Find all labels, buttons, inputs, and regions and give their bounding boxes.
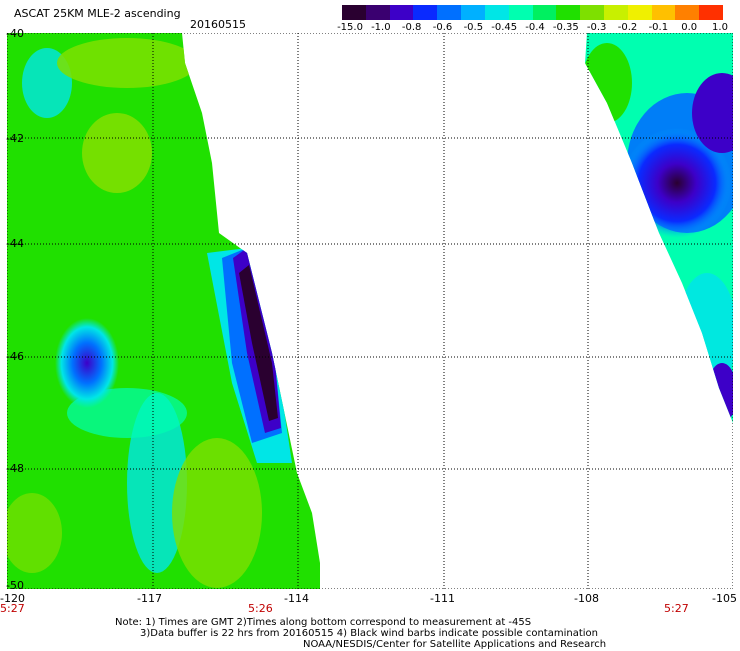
color-scale-tick-label: 0.0 — [681, 22, 697, 33]
lon-label: -105 — [712, 593, 737, 605]
color-scale-swatch — [675, 5, 699, 20]
color-scale-tick-label: -0.35 — [553, 22, 579, 33]
lon-label: -114 — [284, 593, 309, 605]
color-scale-swatch — [604, 5, 628, 20]
color-scale-tick-label: -0.8 — [402, 22, 422, 33]
color-scale-tick-label: -0.5 — [464, 22, 484, 33]
color-scale-swatch — [366, 5, 390, 20]
lat-label: -48 — [6, 463, 24, 475]
map-title: ASCAT 25KM MLE-2 ascending — [14, 8, 181, 20]
color-scale-tick-label: -0.3 — [587, 22, 607, 33]
time-label: 5:27 — [664, 603, 689, 615]
color-scale-swatch — [580, 5, 604, 20]
right-swath — [567, 33, 733, 433]
lat-label: -44 — [6, 238, 24, 250]
wind-data-map — [7, 33, 733, 589]
color-scale-tick-label: 1.0 — [712, 22, 728, 33]
color-scale-tick-label: -0.4 — [525, 22, 545, 33]
color-scale-swatch — [699, 5, 723, 20]
left-swath — [7, 33, 327, 589]
time-label: 5:27 — [0, 603, 25, 615]
color-scale-tick-label: -0.2 — [618, 22, 638, 33]
color-scale-swatch — [461, 5, 485, 20]
lon-label: -117 — [137, 593, 162, 605]
lat-label: -46 — [6, 351, 24, 363]
color-scale-bar — [342, 5, 723, 20]
color-scale-swatch — [533, 5, 557, 20]
note-line-3: NOAA/NESDIS/Center for Satellite Applica… — [303, 639, 606, 651]
color-scale-swatch — [556, 5, 580, 20]
color-scale-tick-label: -15.0 — [337, 22, 363, 33]
lat-label: -42 — [6, 133, 24, 145]
map-date: 20160515 — [190, 19, 246, 31]
color-scale-swatch — [437, 5, 461, 20]
lon-label: -108 — [574, 593, 599, 605]
lon-label: -111 — [430, 593, 455, 605]
lat-label: -50 — [6, 580, 24, 592]
color-scale-swatch — [509, 5, 533, 20]
color-scale-swatch — [652, 5, 676, 20]
color-scale-swatch — [413, 5, 437, 20]
color-scale-swatch — [485, 5, 509, 20]
color-scale-swatch — [390, 5, 414, 20]
time-label: 5:26 — [248, 603, 273, 615]
color-scale-swatch — [628, 5, 652, 20]
color-scale-tick-label: -1.0 — [371, 22, 391, 33]
color-scale-swatch — [342, 5, 366, 20]
color-scale-tick-label: -0.45 — [491, 22, 517, 33]
lat-label: -40 — [6, 28, 24, 40]
color-scale-tick-label: -0.1 — [649, 22, 669, 33]
color-scale-tick-label: -0.6 — [433, 22, 453, 33]
